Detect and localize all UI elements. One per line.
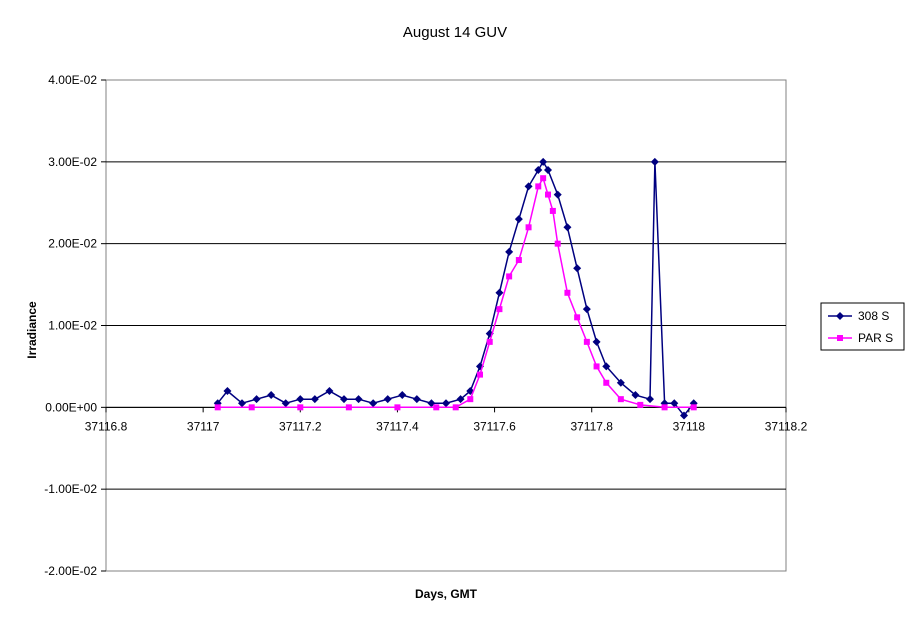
data-point — [515, 257, 522, 264]
data-point — [310, 395, 319, 404]
data-point — [574, 314, 581, 321]
data-point — [398, 391, 407, 400]
data-point — [602, 362, 611, 371]
data-point — [496, 306, 503, 313]
data-point — [631, 391, 640, 400]
data-point — [296, 395, 305, 404]
data-point — [650, 157, 659, 166]
x-tick-label: 37118 — [673, 419, 706, 433]
data-point — [369, 399, 378, 408]
x-tick-label: 37117 — [187, 419, 220, 433]
data-point — [593, 363, 600, 370]
data-point — [340, 395, 348, 404]
data-point — [214, 404, 221, 411]
y-tick-label: 3.00E-02 — [48, 155, 97, 169]
series-0 — [213, 157, 698, 420]
y-tick-label: 4.00E-02 — [48, 73, 97, 87]
data-point — [535, 183, 542, 190]
data-point — [549, 207, 556, 214]
y-tick-label: -2.00E-02 — [44, 564, 97, 578]
legend-label-pars: PAR S — [858, 331, 893, 345]
data-point — [456, 395, 465, 404]
y-tick-label: -1.00E-02 — [44, 482, 97, 496]
data-point — [412, 395, 421, 404]
data-point — [452, 404, 459, 411]
x-tick-label: 37116.8 — [85, 419, 128, 433]
data-point — [486, 338, 493, 345]
data-point — [582, 305, 591, 314]
data-point — [553, 190, 562, 199]
data-point — [616, 378, 625, 387]
legend-label-308s: 308 S — [858, 309, 889, 323]
data-point — [646, 395, 654, 404]
series — [213, 157, 698, 420]
data-point — [506, 273, 513, 280]
data-point — [540, 175, 547, 182]
data-point — [223, 386, 232, 395]
data-point — [495, 288, 504, 297]
data-point — [534, 166, 543, 175]
data-point — [354, 395, 363, 404]
data-point — [573, 264, 582, 273]
data-point — [690, 404, 697, 411]
data-point — [267, 391, 276, 400]
y-tick-label: 0.00E+00 — [45, 400, 97, 414]
data-point — [297, 404, 304, 411]
x-tick-label: 37117.6 — [473, 419, 516, 433]
chart-title: August 14 GUV — [403, 24, 507, 41]
series-line — [217, 176, 694, 409]
data-point — [442, 399, 450, 408]
x-tick-label: 37117.8 — [570, 419, 613, 433]
series-1 — [214, 175, 697, 411]
data-point — [252, 395, 261, 404]
data-point — [617, 396, 624, 403]
y-tick-label: 1.00E-02 — [48, 319, 97, 333]
data-point — [467, 396, 474, 403]
legend-marker-308s — [836, 312, 844, 320]
data-point — [637, 401, 644, 408]
data-point — [514, 215, 523, 224]
data-point — [248, 404, 255, 411]
data-point — [545, 191, 551, 198]
data-point — [563, 223, 572, 232]
legend-marker-pars — [837, 335, 843, 341]
data-point — [524, 182, 533, 191]
x-tick-label: 37117.4 — [376, 419, 419, 433]
data-point — [281, 399, 290, 408]
data-point — [505, 247, 514, 256]
data-point — [477, 371, 483, 378]
data-point — [544, 166, 552, 175]
data-point — [238, 399, 246, 408]
x-axis-label: Days, GMT — [415, 587, 478, 601]
data-point — [433, 404, 440, 411]
y-tick-label: 2.00E-02 — [48, 237, 97, 251]
legend-box — [820, 302, 905, 351]
legend: 308 S PAR S — [820, 302, 905, 351]
x-tick-labels: 37116.8 37117 37117.2 37117.4 37117.6 37117.8… — [85, 407, 808, 433]
data-point — [345, 404, 352, 411]
data-point — [394, 404, 401, 411]
data-point — [564, 289, 571, 296]
data-point — [325, 386, 334, 395]
data-point — [592, 337, 601, 346]
x-tick-label: 37117.2 — [279, 419, 322, 433]
data-point — [525, 224, 532, 231]
data-point — [554, 240, 561, 247]
y-axis-label: Irradiance — [25, 301, 39, 359]
y-tick-labels: -2.00E-02 -1.00E-02 0.00E+00 1.00E-02 2.00E-… — [44, 73, 106, 578]
data-point — [583, 338, 590, 345]
data-point — [661, 404, 668, 411]
data-point — [383, 395, 392, 404]
data-point — [670, 399, 679, 408]
data-point — [680, 411, 688, 420]
data-point — [539, 157, 548, 166]
x-tick-label: 37118.2 — [765, 419, 808, 433]
data-point — [603, 379, 610, 386]
